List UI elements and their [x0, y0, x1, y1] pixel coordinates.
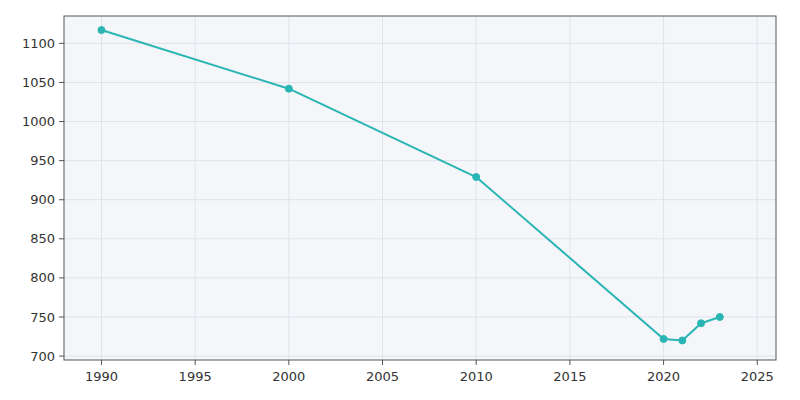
- y-tick-label: 850: [30, 231, 55, 246]
- x-tick: [757, 360, 758, 365]
- y-grid-line: [64, 317, 776, 318]
- y-tick-label: 1000: [22, 114, 55, 129]
- x-tick-label: 1990: [85, 369, 118, 384]
- point: [698, 320, 705, 327]
- y-tick-label: 1050: [22, 75, 55, 90]
- y-tick: [59, 317, 64, 318]
- x-grid-line: [382, 16, 383, 360]
- x-tick: [288, 360, 289, 365]
- x-grid-line: [569, 16, 570, 360]
- y-tick: [59, 238, 64, 239]
- line: [101, 30, 719, 340]
- y-grid-line: [64, 82, 776, 83]
- y-tick: [59, 199, 64, 200]
- x-tick: [382, 360, 383, 365]
- y-tick-label: 800: [30, 270, 55, 285]
- y-tick: [59, 121, 64, 122]
- x-tick: [195, 360, 196, 365]
- x-grid-line: [101, 16, 102, 360]
- x-tick-label: 1995: [179, 369, 212, 384]
- y-tick: [59, 82, 64, 83]
- point: [660, 335, 667, 342]
- y-tick-label: 750: [30, 310, 55, 325]
- y-tick-label: 900: [30, 192, 55, 207]
- y-grid-line: [64, 160, 776, 161]
- x-grid-line: [757, 16, 758, 360]
- x-grid-line: [195, 16, 196, 360]
- plot-background: [64, 16, 776, 360]
- y-grid-line: [64, 238, 776, 239]
- chart: 1990 1995 2000 2005 2010 2015 2020 2025 700 750 80…: [0, 0, 800, 400]
- x-tick: [663, 360, 664, 365]
- x-grid-line: [663, 16, 664, 360]
- y-grid-line: [64, 199, 776, 200]
- x-tick-label: 2025: [741, 369, 774, 384]
- series: [98, 27, 723, 344]
- x-tick: [569, 360, 570, 365]
- x-tick-label: 2020: [647, 369, 680, 384]
- x-tick: [476, 360, 477, 365]
- x-tick-label: 2010: [460, 369, 493, 384]
- x-tick-label: 2005: [366, 369, 399, 384]
- y-grid-line: [64, 277, 776, 278]
- y-grid-line: [64, 43, 776, 44]
- x-grid-line: [288, 16, 289, 360]
- point: [473, 174, 480, 181]
- y-tick: [59, 43, 64, 44]
- x-tick-label: 2000: [272, 369, 305, 384]
- y-tick-label: 950: [30, 153, 55, 168]
- y-grid-line: [64, 356, 776, 357]
- y-tick: [59, 356, 64, 357]
- point: [285, 85, 292, 92]
- point: [98, 27, 105, 34]
- y-tick-label: 1100: [22, 36, 55, 51]
- y-tick-label: 700: [30, 349, 55, 364]
- point: [679, 337, 686, 344]
- y-tick: [59, 277, 64, 278]
- grid: [64, 16, 776, 360]
- page: {"chart_data": {"type": "line", "x": [19…: [0, 0, 800, 400]
- x-grid-line: [476, 16, 477, 360]
- plot-frame: [64, 16, 776, 360]
- y-tick: [59, 160, 64, 161]
- x-tick: [101, 360, 102, 365]
- point: [716, 314, 723, 321]
- axes: 1990 1995 2000 2005 2010 2015 2020 2025 700 750 80…: [22, 16, 776, 384]
- y-grid-line: [64, 121, 776, 122]
- x-tick-label: 2015: [553, 369, 586, 384]
